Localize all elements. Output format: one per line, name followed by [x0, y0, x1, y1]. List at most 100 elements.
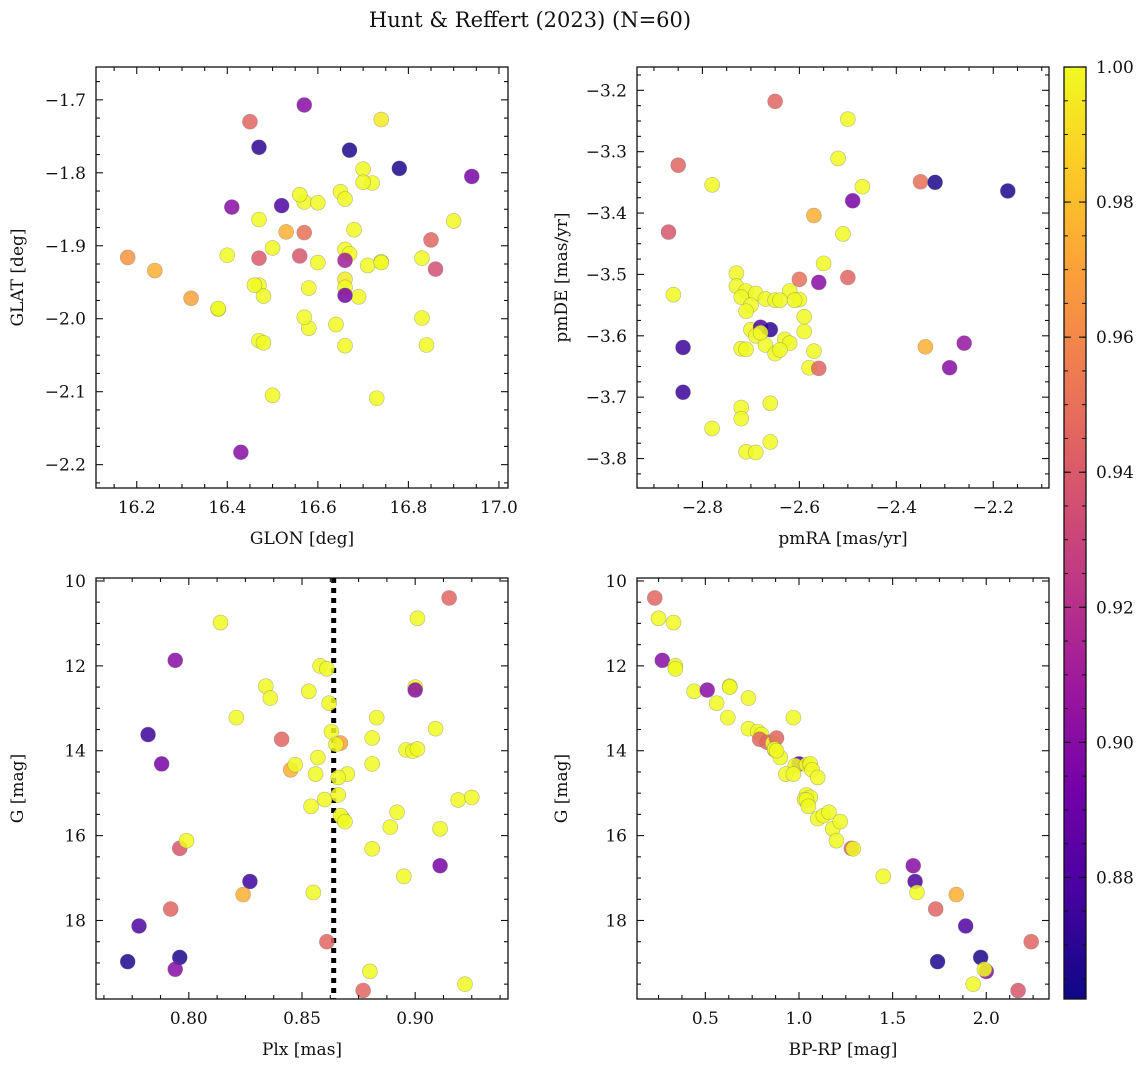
data-point: [296, 224, 313, 241]
y-tick-label: 14: [64, 742, 86, 762]
data-point: [316, 791, 333, 808]
data-point: [210, 300, 227, 317]
colorbar-gradient: [1064, 67, 1086, 999]
data-point: [119, 953, 136, 970]
data-point: [264, 240, 281, 256]
data-point: [941, 359, 958, 376]
data-point: [310, 749, 326, 766]
data-point: [328, 736, 344, 753]
data-point: [905, 857, 922, 874]
points: [119, 590, 480, 999]
data-point: [821, 804, 837, 821]
data-point: [264, 387, 281, 404]
data-point: [291, 248, 308, 264]
data-point: [346, 221, 362, 238]
data-point: [418, 337, 435, 353]
data-point: [704, 420, 720, 437]
data-point: [957, 918, 974, 934]
data-point: [373, 254, 390, 271]
axes-frame: [95, 66, 509, 489]
data-point: [976, 961, 993, 978]
data-point: [785, 766, 802, 782]
y-axis-label: G [mag]: [8, 754, 28, 823]
data-point: [396, 868, 412, 885]
data-point: [463, 789, 480, 806]
data-point: [832, 813, 848, 830]
data-point: [927, 901, 944, 917]
colorbar-tick-label: 0.88: [1096, 868, 1134, 888]
data-point: [835, 226, 851, 242]
data-point: [362, 963, 378, 980]
y-tick-label: −2.0: [45, 310, 86, 330]
data-point: [414, 310, 430, 326]
x-axis-label: BP-RP [mag]: [789, 1040, 898, 1060]
data-point: [427, 720, 444, 737]
data-point: [414, 250, 430, 266]
data-point: [650, 610, 667, 627]
colorbar-tick-label: 0.92: [1096, 598, 1134, 618]
data-point: [752, 324, 769, 341]
colorbar-tick-label: 0.94: [1096, 463, 1134, 483]
data-point: [319, 933, 335, 950]
colorbar-tick-label: 1.00: [1096, 58, 1134, 78]
x-axis-label: GLON [deg]: [250, 529, 354, 549]
data-point: [359, 257, 376, 274]
data-point: [337, 287, 353, 304]
data-point: [815, 255, 832, 272]
panel-2: −2.8 −2.6 −2.4 −2.2 −3.8 −3.7 −3.6 −3.5 −3.4 −3.3…: [552, 66, 1050, 549]
data-point: [224, 199, 240, 215]
x-tick-label: 1.0: [785, 1009, 812, 1029]
data-point: [699, 682, 716, 698]
data-point: [350, 289, 367, 305]
data-point: [791, 271, 808, 288]
data-point: [355, 174, 371, 191]
data-point: [806, 343, 822, 359]
data-point: [432, 821, 448, 837]
data-point: [463, 168, 480, 185]
x-axis-label: Plx [mas]: [262, 1040, 342, 1060]
data-point: [407, 682, 423, 698]
data-point: [840, 111, 856, 127]
data-point: [747, 444, 764, 461]
colorbar-tick-label: 0.96: [1096, 328, 1134, 348]
colorbar-frame: [1063, 66, 1087, 1000]
data-point: [219, 247, 236, 264]
data-point: [733, 410, 750, 427]
data-point: [300, 280, 317, 296]
data-point: [450, 792, 466, 808]
data-point: [927, 174, 943, 191]
data-point: [854, 178, 871, 195]
data-point: [665, 614, 682, 631]
data-point: [153, 756, 170, 772]
data-point: [810, 360, 827, 377]
data-point: [667, 661, 684, 677]
data-point: [929, 953, 946, 970]
data-point: [382, 819, 399, 835]
y-tick-label: 12: [605, 657, 627, 677]
data-point: [806, 207, 822, 224]
x-tick-label: 16.2: [118, 498, 156, 518]
data-point: [251, 211, 267, 228]
data-point: [337, 337, 353, 354]
data-point: [330, 787, 347, 803]
y-tick-label: −1.8: [45, 164, 86, 184]
data-point: [167, 961, 184, 978]
data-point: [364, 756, 380, 772]
data-point: [233, 444, 249, 461]
y-tick-label: 18: [605, 911, 627, 931]
data-point: [307, 766, 324, 782]
axes-frame: [636, 66, 1050, 489]
data-point: [337, 191, 353, 207]
figure-title: Hunt & Reffert (2023) (N=60): [369, 8, 691, 32]
x-tick-label: −2.6: [779, 498, 820, 518]
data-point: [242, 113, 258, 130]
x-tick-label: 0.85: [283, 1009, 321, 1029]
y-tick-label: 16: [64, 827, 86, 847]
data-point: [441, 590, 457, 606]
data-point: [675, 384, 691, 401]
x-tick-label: −2.8: [682, 498, 723, 518]
data-point: [828, 832, 845, 849]
data-point: [917, 339, 934, 355]
data-point: [296, 309, 313, 326]
data-point: [796, 323, 813, 340]
